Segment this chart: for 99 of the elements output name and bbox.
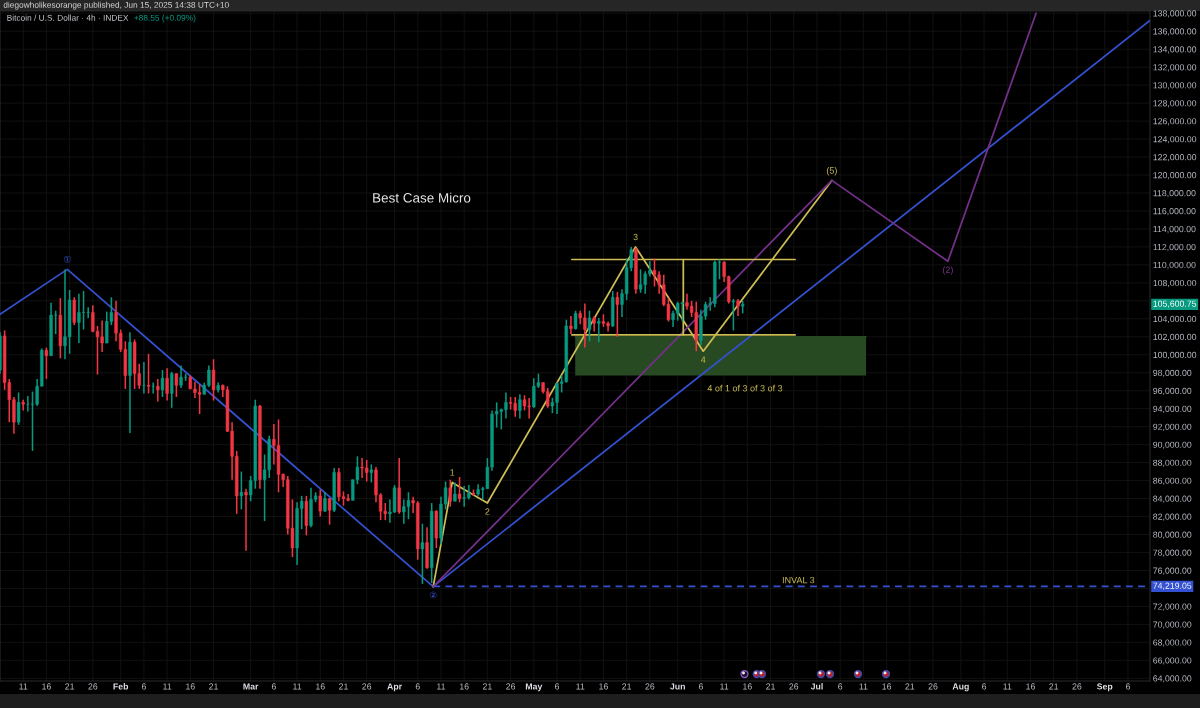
x-tick-label: 6 <box>555 683 560 690</box>
y-tick-label: 64,000.00 <box>1153 675 1192 683</box>
x-tick-label: 16 <box>186 683 195 690</box>
x-tick-label: 11 <box>720 683 729 690</box>
x-tick-label: 6 <box>982 683 987 690</box>
x-tick-label: Feb <box>113 683 129 690</box>
x-tick-label: 6 <box>838 683 843 690</box>
x-tick-label: 26 <box>1072 683 1082 690</box>
y-tick-label: 72,000.00 <box>1153 603 1192 611</box>
y-tick-label: 112,000.00 <box>1153 243 1196 252</box>
x-tick-label: 16 <box>1026 683 1035 690</box>
x-tick-label: 16 <box>599 683 608 690</box>
x-tick-label: 21 <box>209 683 218 690</box>
x-tick-label: 26 <box>928 683 938 690</box>
x-tick-label: 21 <box>905 683 915 690</box>
x-tick-label: 11 <box>163 683 172 690</box>
x-tick-label: 11 <box>859 683 868 690</box>
y-tick-label: 132,000.00 <box>1153 64 1197 72</box>
x-tick-label: Apr <box>387 683 402 692</box>
y-tick-label: 134,000.00 <box>1153 46 1197 54</box>
x-tick-label: 21 <box>622 683 632 690</box>
annotation: 2 <box>485 508 490 515</box>
y-tick-label: 66,000.00 <box>1153 657 1192 665</box>
y-tick-label: 108,000.00 <box>1153 279 1197 288</box>
y-tick-label: 122,000.00 <box>1153 154 1197 162</box>
y-tick-label: 104,000.00 <box>1153 315 1197 324</box>
y-tick-label: 90,000.00 <box>1153 441 1192 449</box>
x-tick-label: Jun <box>670 683 685 690</box>
y-tick-label: 96,000.00 <box>1153 387 1192 395</box>
y-tick-label: 70,000.00 <box>1153 621 1192 629</box>
y-tick-label: 80,000.00 <box>1153 531 1192 539</box>
x-tick-label: Mar <box>243 683 259 690</box>
x-tick-label: 11 <box>576 683 585 690</box>
y-tick-label: 78,000.00 <box>1153 549 1192 557</box>
x-tick-label: 16 <box>882 683 892 690</box>
x-tick-label: 6 <box>271 683 276 690</box>
y-tick-label: 118,000.00 <box>1153 190 1196 198</box>
annotation: 3 <box>633 233 638 241</box>
x-tick-label: 6 <box>1125 683 1130 690</box>
x-tick-label: 26 <box>506 683 516 690</box>
y-tick-label: 130,000.00 <box>1153 82 1197 90</box>
y-tick-label: 138,000.00 <box>1153 10 1197 18</box>
y-tick-label: 128,000.00 <box>1153 100 1197 108</box>
y-tick-label: 126,000.00 <box>1153 118 1197 126</box>
y-tick-label: 114,000.00 <box>1153 226 1196 234</box>
x-tick-label: 11 <box>1003 683 1012 690</box>
annotation: ① <box>63 255 71 263</box>
text: diegowholikesorange published, Jun 15, 2025 14:38 UTC+10 <box>3 1 229 10</box>
x-tick-label: 6 <box>698 683 703 690</box>
x-tick-label: 26 <box>789 683 799 690</box>
y-tick-label: 84,000.00 <box>1153 495 1192 503</box>
data-label: 74,219.05 <box>1153 582 1192 590</box>
x-tick-label: 21 <box>339 683 348 690</box>
y-tick-label: 136,000.00 <box>1153 28 1197 36</box>
x-tick-label: 11 <box>19 683 28 690</box>
x-tick-label: 26 <box>88 683 98 690</box>
annotation: 1 <box>450 469 455 476</box>
text: Best Case Micro <box>373 192 471 203</box>
y-tick-label: 68,000.00 <box>1153 639 1192 647</box>
y-tick-label: 94,000.00 <box>1153 405 1192 413</box>
y-tick-label: 124,000.00 <box>1153 136 1197 144</box>
y-tick-label: 88,000.00 <box>1153 459 1192 467</box>
annotation: 4 of 1 of 3 of 3 of 3 <box>707 384 783 392</box>
y-tick-label: 110,000.00 <box>1153 261 1196 270</box>
y-tick-label: 116,000.00 <box>1153 208 1196 216</box>
x-tick-label: 21 <box>1049 683 1059 690</box>
x-tick-label: 11 <box>437 683 446 690</box>
y-tick-label: 120,000.00 <box>1153 172 1197 180</box>
x-tick-label: May <box>525 683 543 692</box>
y-tick-label: 92,000.00 <box>1153 423 1192 431</box>
x-tick-label: Jul <box>810 683 823 690</box>
y-tick-label: 102,000.00 <box>1153 333 1197 342</box>
annotation: (2) <box>942 266 953 275</box>
x-tick-label: 16 <box>459 683 469 690</box>
annotation: INVAL 3 <box>782 576 815 584</box>
annotation: ② <box>429 591 437 599</box>
chart-subtitle: Bitcoin / U.S. Dollar · 4h · INDEX <box>7 14 129 21</box>
y-tick-label: 82,000.00 <box>1153 513 1192 521</box>
y-tick-label: 98,000.00 <box>1153 369 1192 378</box>
x-tick-label: 11 <box>293 683 302 690</box>
x-tick-label: 16 <box>743 683 752 690</box>
y-tick-label: 86,000.00 <box>1153 477 1192 485</box>
x-tick-label: 26 <box>645 683 655 690</box>
x-tick-label: Sep <box>1096 683 1113 692</box>
x-tick-label: 21 <box>482 683 492 690</box>
annotation: 4 <box>700 356 706 363</box>
text: 105,600.75 <box>1153 300 1197 308</box>
x-tick-label: 16 <box>42 683 51 690</box>
x-tick-label: 6 <box>415 683 420 690</box>
annotation: (5) <box>826 167 837 176</box>
x-tick-label: 26 <box>362 683 372 690</box>
y-tick-label: 76,000.00 <box>1153 567 1192 575</box>
x-tick-label: 6 <box>141 683 146 690</box>
x-tick-label: Aug <box>952 683 969 692</box>
x-tick-label: 21 <box>766 683 775 690</box>
x-tick-label: 21 <box>65 683 75 690</box>
annotation: +88.55 (+0.09%) <box>134 14 196 23</box>
x-tick-label: 16 <box>316 683 325 690</box>
y-tick-label: 100,000.00 <box>1153 351 1197 360</box>
